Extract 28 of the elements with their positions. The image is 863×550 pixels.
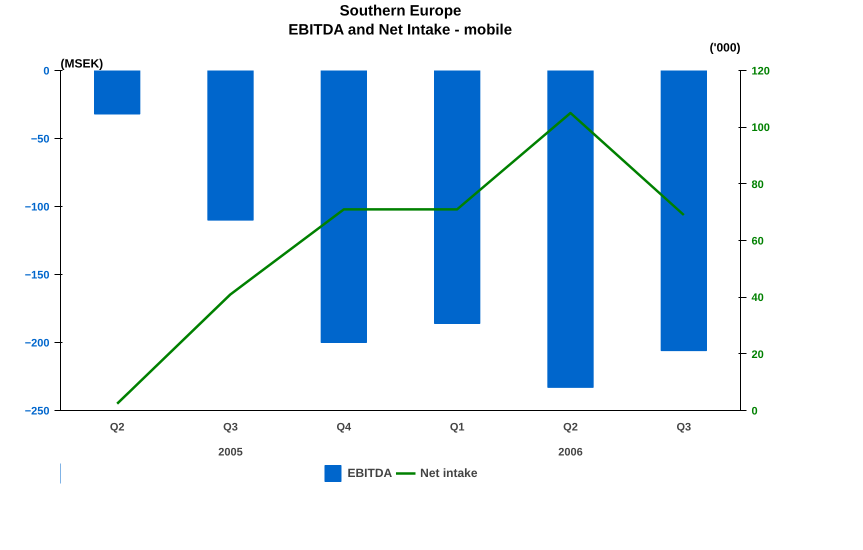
y2-tick-label: 40 xyxy=(752,292,764,304)
legend-label: Net intake xyxy=(420,466,478,480)
y-tick-label: 0 xyxy=(43,66,50,78)
y-tick-label: −50 xyxy=(30,134,50,146)
x-tick-label: Q3 xyxy=(223,422,238,434)
y2-tick-label: 0 xyxy=(752,406,758,418)
line-series xyxy=(116,112,686,405)
x-tick-label: Q1 xyxy=(450,422,465,434)
y-tick-label: −100 xyxy=(24,202,50,214)
y2-tick-label: 60 xyxy=(752,236,764,248)
y2-tick-label: 100 xyxy=(752,122,770,134)
chart-subtitle: EBITDA and Net Intake - mobile xyxy=(288,22,512,38)
chart-title: Southern Europe xyxy=(340,2,462,20)
y-tick-label: −250 xyxy=(24,406,50,418)
text: 2006 xyxy=(558,446,583,458)
y2-tick-label: 80 xyxy=(752,178,764,191)
x-tick-label: Q2 xyxy=(110,422,125,434)
y2-tick-label: 20 xyxy=(752,348,764,361)
x-tick-label: Q3 xyxy=(676,422,692,434)
legend-label: EBITDA xyxy=(347,466,392,480)
text: 2005 xyxy=(218,446,243,458)
y2-tick-label: 120 xyxy=(752,66,770,78)
y2-axis-title: ('000) xyxy=(710,40,741,54)
y-tick-label: −150 xyxy=(24,270,50,282)
x-tick-label: Q4 xyxy=(336,422,352,434)
x-tick-label: Q2 xyxy=(563,422,578,434)
y-tick-label: −200 xyxy=(24,338,50,350)
y-axis-title: (MSEK) xyxy=(60,56,104,70)
